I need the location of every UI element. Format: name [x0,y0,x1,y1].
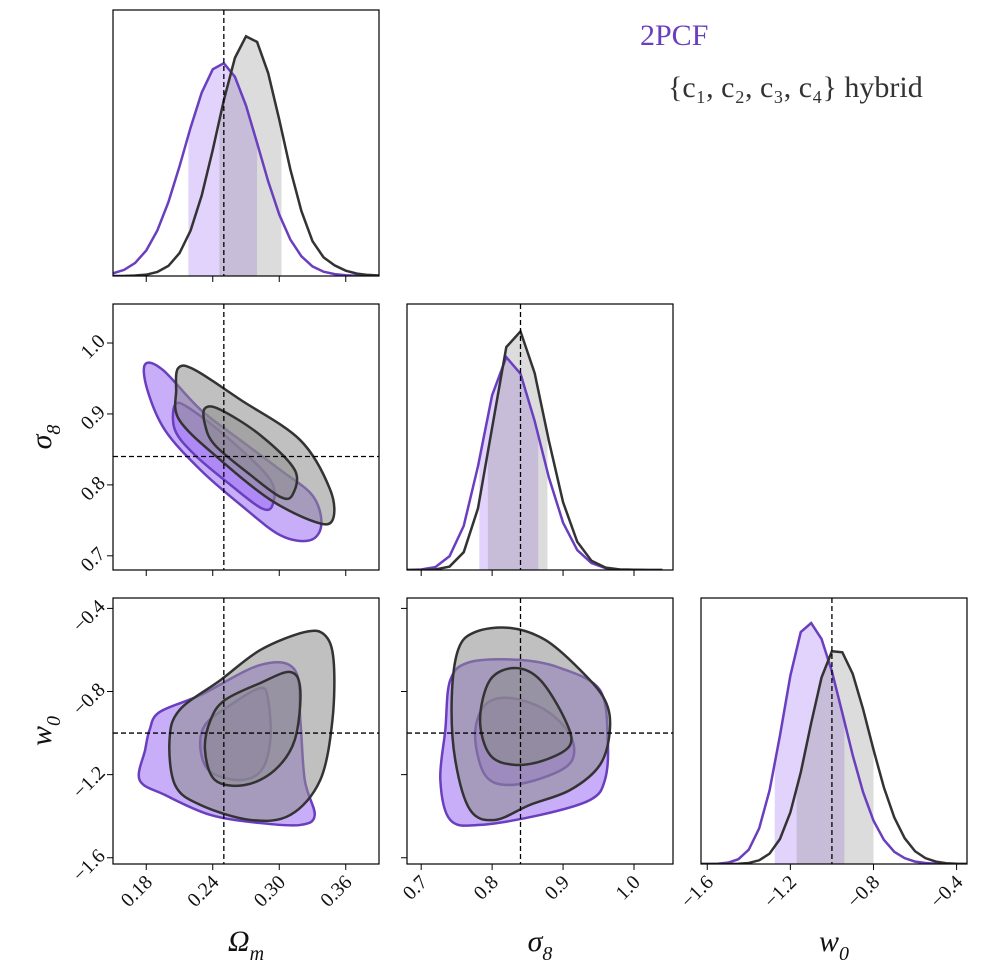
legend-entry: 2PCF [640,19,708,52]
panel [701,598,967,864]
panel-frame [112,9,380,277]
legend-entry: {c₁, c₂, c₃, c₄} hybrid [668,71,923,104]
x-tick-label: 0.8 [470,871,503,904]
panel-frame [700,597,968,865]
panel-frame [112,597,380,865]
y-tick-label: −0.4 [69,596,110,637]
x-axis-label: σ8 [528,925,553,965]
panel-frame [406,303,674,571]
x-tick-label: 0.36 [316,871,356,911]
axis-subscript: 8 [542,943,552,965]
x-tick-label: 0.30 [250,871,290,911]
axis-symbol: w [25,726,58,746]
x-tick-label: 0.24 [183,871,223,911]
x-axis-label: w0 [819,925,849,965]
x-tick-label: 0.9 [541,871,574,904]
contour [478,666,573,767]
axis-subscript: 0 [43,716,65,726]
panel [113,598,379,864]
marginal-curve [113,34,379,276]
axis-subscript: m [250,943,264,965]
x-tick-label: −1.6 [677,871,718,912]
y-tick-label: 0.7 [77,543,110,576]
y-axis-label: σ8 [25,425,65,450]
axis-subscript: 0 [839,943,849,965]
contour [203,670,302,788]
y-tick-label: −1.6 [69,845,110,886]
marginal-curve [113,61,379,276]
y-tick-label: −1.2 [69,762,110,803]
x-tick-label: 0.18 [117,871,157,911]
y-axis-label: w0 [25,716,65,746]
axis-subscript: 8 [43,425,65,435]
y-tick-label: −0.8 [69,679,110,720]
axis-symbol: σ [25,433,58,449]
x-axis-label: Ωm [228,925,264,965]
contour [202,405,299,501]
axis-symbol: σ [528,925,544,958]
panel [113,10,379,276]
interval-band [219,36,282,276]
panel [407,598,673,864]
panel [113,304,379,570]
y-tick-label: 0.8 [77,472,110,505]
x-tick-label: 0.7 [399,871,432,904]
x-tick-label: −1.2 [760,871,801,912]
x-tick-label: −0.4 [926,871,967,912]
axis-symbol: Ω [228,925,250,958]
x-tick-label: 1.0 [612,871,645,904]
panel-frame [406,597,674,865]
y-tick-label: 1.0 [77,330,110,363]
axis-symbol: w [819,925,839,958]
x-tick-label: −0.8 [843,871,884,912]
panel [407,304,663,570]
y-tick-label: 0.9 [77,401,110,434]
panel-frame [112,303,380,571]
